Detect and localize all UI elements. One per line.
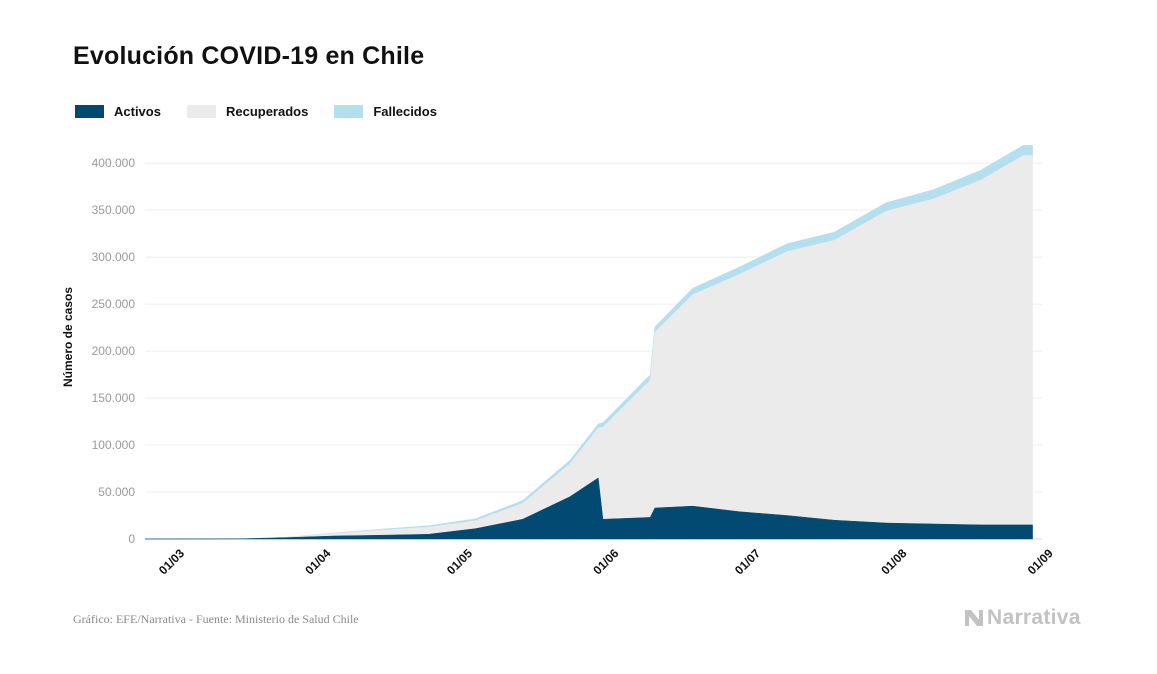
y-tick-label: 150.000 xyxy=(92,391,136,405)
y-axis-label: Número de casos xyxy=(61,287,75,387)
y-tick-label: 250.000 xyxy=(92,297,136,311)
x-tick-label: 01/08 xyxy=(878,546,909,577)
legend-item-recuperados: Recuperados xyxy=(186,104,309,119)
chart-title: Evolución COVID-19 en Chile xyxy=(73,42,425,70)
y-tick-label: 200.000 xyxy=(92,344,136,358)
narrativa-logo-icon xyxy=(965,610,983,626)
y-tick-label: 350.000 xyxy=(92,203,136,217)
legend-swatch-fallecidos xyxy=(334,105,364,118)
x-tick-label: 01/05 xyxy=(444,546,475,577)
legend-label-recuperados: Recuperados xyxy=(225,104,309,119)
stacked-areas xyxy=(144,145,1033,540)
x-tick-label: 01/06 xyxy=(590,546,621,577)
x-tick-label: 01/07 xyxy=(732,546,763,577)
legend-swatch-activos xyxy=(75,105,104,118)
y-axis-ticks: 0 50.000 100.000 150.000 200.000 250.000 300.0… xyxy=(92,156,136,546)
x-tick-label: 01/09 xyxy=(1025,546,1056,577)
legend-item-fallecidos: Fallecidos xyxy=(334,104,437,119)
source-note: Gráfico: EFE/Narrativa - Fuente: Ministe… xyxy=(73,612,359,626)
legend-swatch-recuperados xyxy=(186,105,216,118)
y-tick-label: 0 xyxy=(128,532,135,546)
narrativa-logo-text: Narrativa xyxy=(987,606,1081,629)
x-tick-label: 01/03 xyxy=(156,546,187,577)
legend: Activos Recuperados Fallecidos xyxy=(75,104,463,119)
y-tick-label: 50.000 xyxy=(98,485,135,499)
area-activos xyxy=(144,477,1033,540)
x-axis-ticks: 01/03 01/04 01/05 01/06 01/07 01/08 01/09 xyxy=(156,546,1056,577)
area-recuperados xyxy=(144,155,1033,540)
narrativa-logo: Narrativa xyxy=(963,606,1081,630)
y-tick-label: 300.000 xyxy=(92,250,136,264)
y-tick-label: 400.000 xyxy=(92,156,136,170)
legend-item-activos: Activos xyxy=(75,104,161,119)
x-tick-label: 01/04 xyxy=(302,546,333,577)
legend-label-fallecidos: Fallecidos xyxy=(373,104,437,119)
y-tick-label: 100.000 xyxy=(92,438,136,452)
chart-area: 0 50.000 100.000 150.000 200.000 250.000 300.0… xyxy=(61,145,1056,577)
legend-label-activos: Activos xyxy=(114,104,161,119)
